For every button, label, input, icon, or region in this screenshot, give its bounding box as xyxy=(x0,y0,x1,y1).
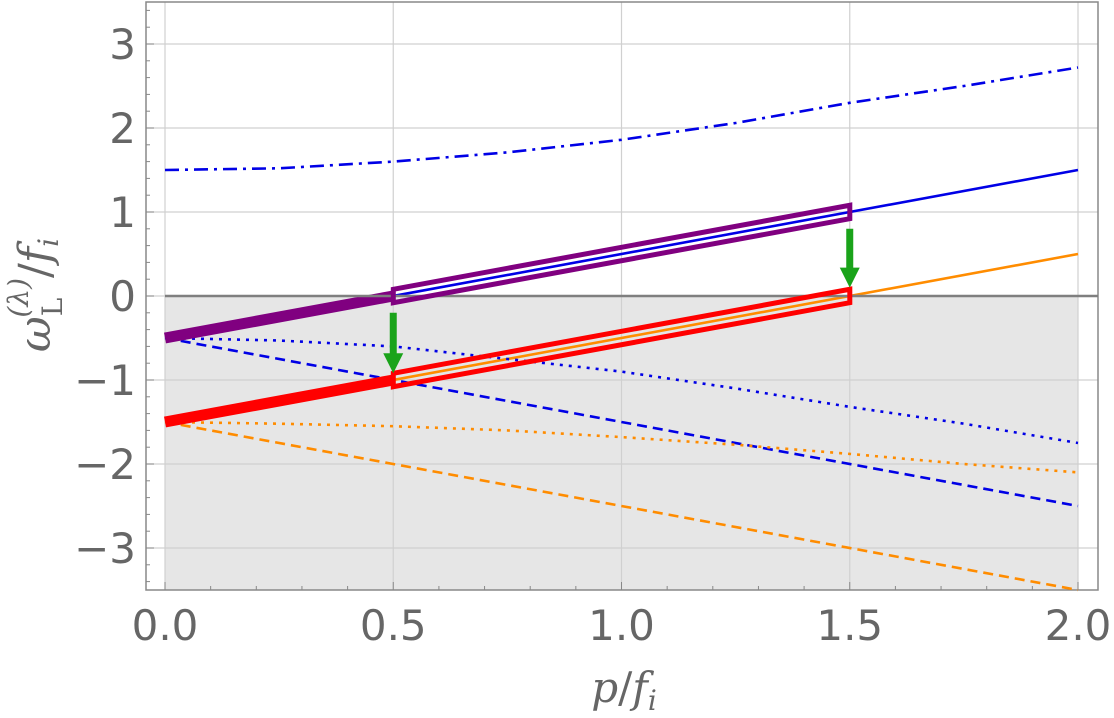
x-tick-label: 0.5 xyxy=(360,601,427,650)
y-tick-label: 1 xyxy=(109,188,136,237)
highlight-band-0 xyxy=(390,202,853,306)
y-tick-label: −1 xyxy=(74,356,136,405)
x-tick-label: 1.5 xyxy=(816,601,883,650)
y-axis-label: ωL(λ)/fi xyxy=(2,238,69,352)
y-tick-label: −3 xyxy=(74,524,136,573)
data-series xyxy=(164,66,1079,592)
y-tick-label: 2 xyxy=(109,104,136,153)
x-tick-label: 1.0 xyxy=(588,601,655,650)
thick-segment-0 xyxy=(164,290,395,344)
down-arrow-icon xyxy=(839,228,860,288)
y-tick-labels: −3 −2 −1 0 1 2 3 xyxy=(74,20,136,573)
transition-arrows xyxy=(383,228,860,374)
down-arrow-icon xyxy=(383,312,404,374)
thick-segment-1 xyxy=(164,374,395,428)
series-line-4-dashed xyxy=(164,336,1079,508)
minor-ticks xyxy=(146,9,1079,590)
series-line-0-dashdot xyxy=(164,66,1079,172)
arrow-head xyxy=(839,267,860,288)
x-axis-label: p/fi xyxy=(591,663,657,717)
x-tick-labels: 0.0 0.5 1.0 1.5 2.0 xyxy=(132,601,1112,650)
highlight-band-1 xyxy=(390,286,853,390)
x-tick-label: 2.0 xyxy=(1045,601,1112,650)
y-tick-label: −2 xyxy=(74,440,136,489)
x-tick-label: 0.0 xyxy=(132,601,199,650)
highlight-bands xyxy=(390,202,853,390)
arrow-head xyxy=(383,353,404,374)
series-line-6-dashed xyxy=(164,420,1079,592)
y-tick-label: 0 xyxy=(109,272,136,321)
series-line-3-dotted xyxy=(164,336,1079,445)
y-tick-label: 3 xyxy=(109,20,136,69)
svg-text:ωL(λ)/fi: ωL(λ)/fi xyxy=(2,238,69,352)
